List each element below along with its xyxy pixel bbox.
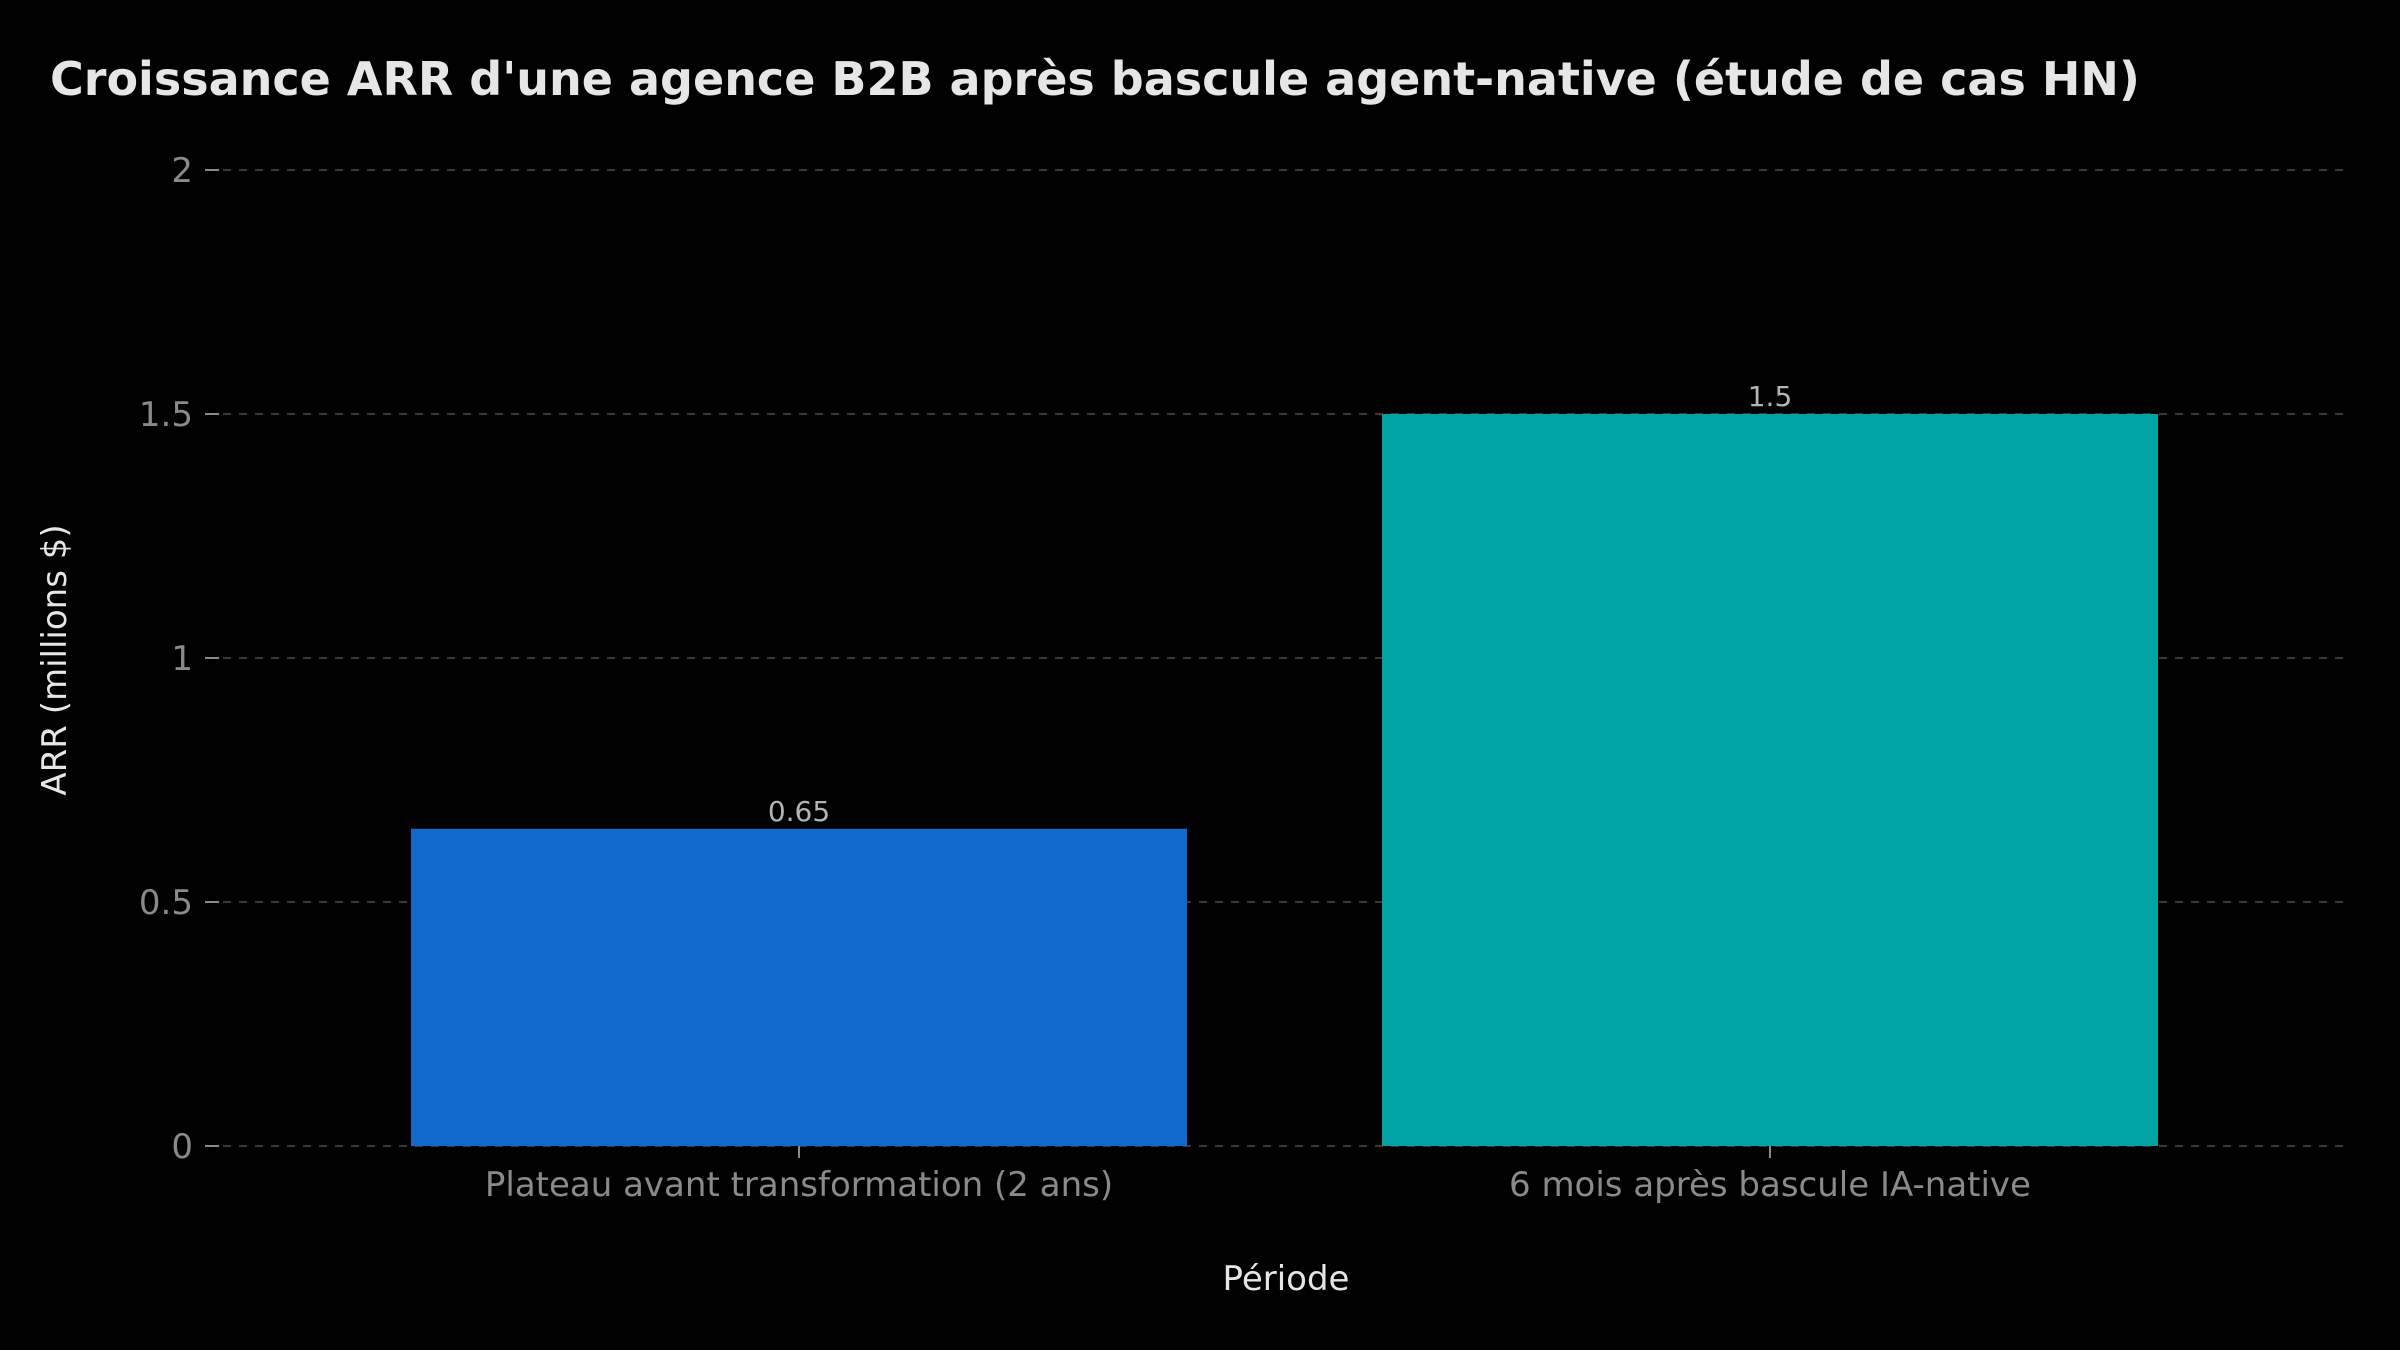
y-tick-label: 1.5 [139, 395, 193, 435]
y-tick-label: 2 [171, 151, 193, 191]
x-tick-label: Plateau avant transformation (2 ans) [485, 1165, 1113, 1205]
bar [411, 828, 1187, 1146]
x-tick-label: 6 mois après bascule IA-native [1509, 1165, 2031, 1205]
data-label: 0.65 [768, 795, 830, 828]
data-label: 1.5 [1748, 380, 1793, 413]
y-axis-ticks: 0 0.5 1 1.5 2 [139, 151, 219, 1167]
y-tick-label: 0.5 [139, 883, 193, 923]
bars [411, 414, 2158, 1146]
x-axis-label: Période [1223, 1259, 1350, 1299]
bar [1382, 414, 2158, 1146]
y-tick-label: 1 [171, 639, 193, 679]
y-tick-label: 0 [171, 1127, 193, 1167]
y-axis-label: ARR (millions $) [35, 524, 75, 795]
chart-title: Croissance ARR d'une agence B2B après ba… [50, 52, 2140, 106]
x-axis-ticks: Plateau avant transformation (2 ans) 6 mo… [485, 1146, 2031, 1205]
data-labels: 0.65 1.5 [768, 380, 1792, 828]
